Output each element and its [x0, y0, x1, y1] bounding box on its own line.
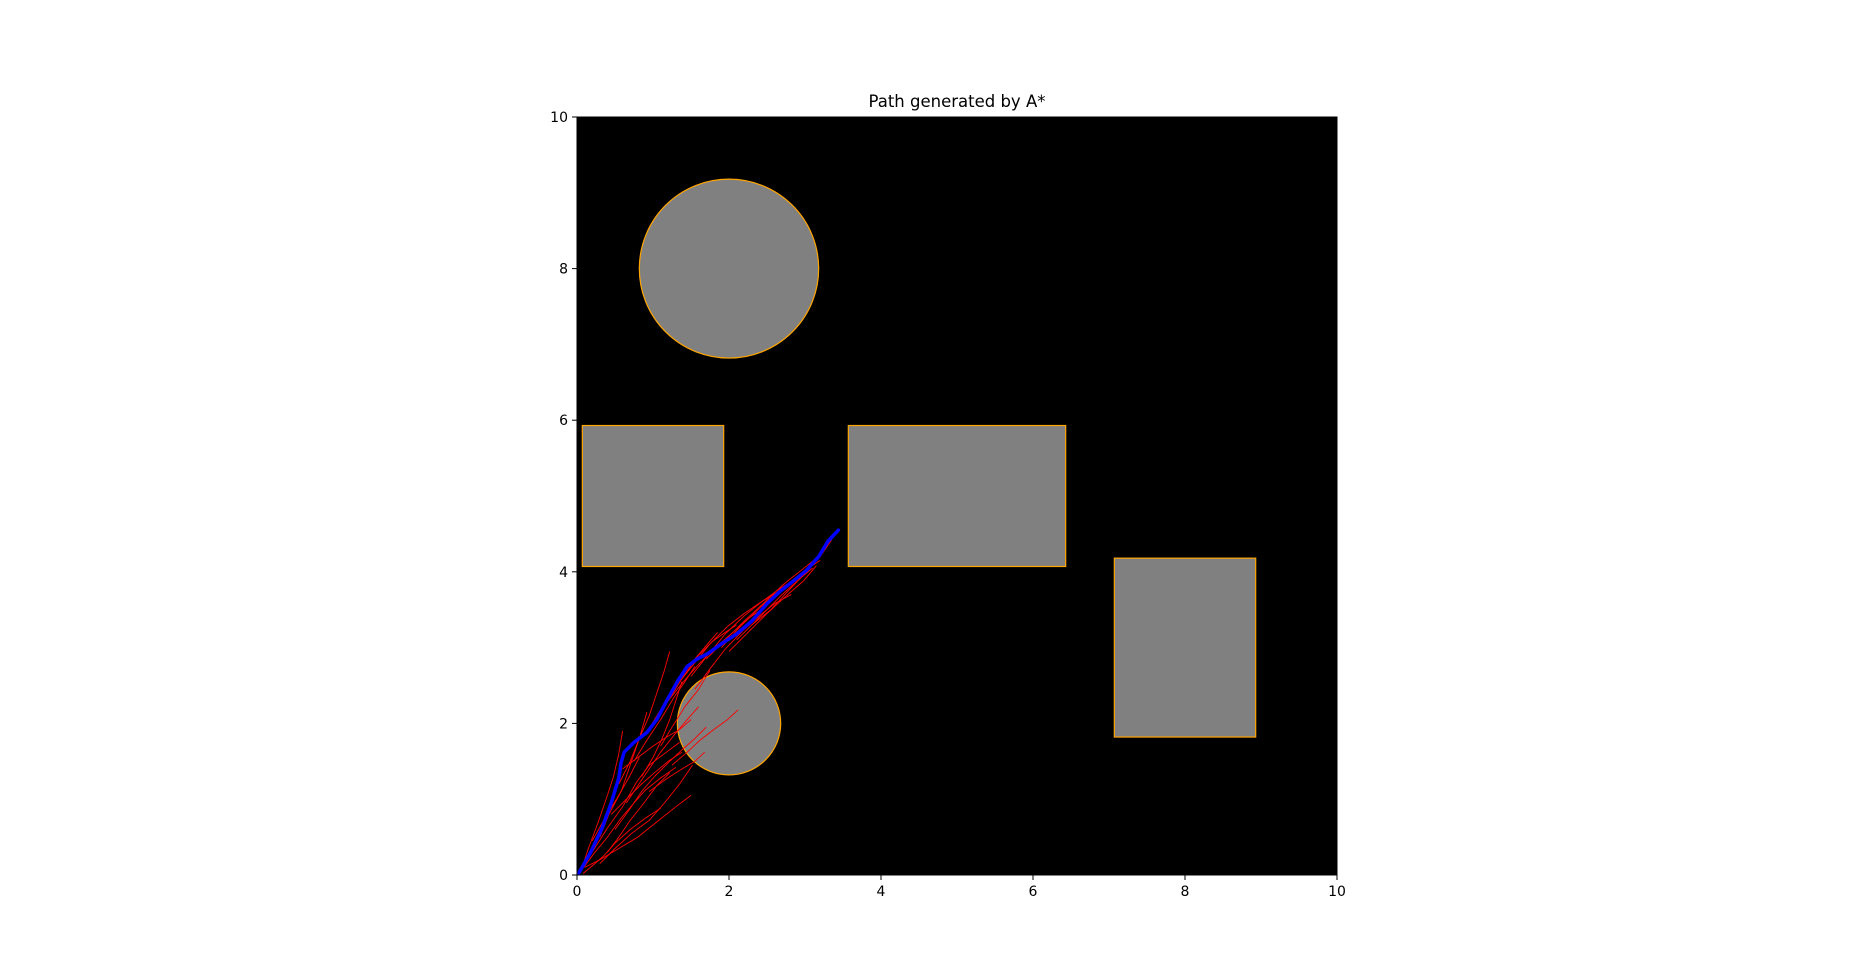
explored-branch-8	[633, 666, 696, 762]
plot-frame	[576, 116, 1338, 876]
obstacle-rect-2	[581, 424, 725, 568]
y-tick-label-3: 6	[559, 413, 568, 429]
plot-area	[576, 116, 1338, 876]
path-line	[576, 528, 841, 876]
explored-branch-20	[614, 726, 707, 830]
y-tick-label-5: 10	[550, 110, 568, 126]
explored-branch-19	[599, 764, 693, 864]
explored-branch-29	[591, 757, 640, 842]
explored-branch-24	[671, 709, 739, 766]
x-tick-label-5: 10	[1328, 884, 1346, 900]
obstacle-circle-1	[676, 671, 782, 776]
explored-branch-5	[610, 751, 683, 815]
x-tick-label-1: 2	[725, 884, 734, 900]
x-axis: 0 2 4 6 8 10	[573, 875, 1346, 900]
x-tick-label-4: 8	[1181, 884, 1190, 900]
explored-branch-22	[660, 670, 711, 747]
explored-branch-21	[641, 681, 683, 777]
y-tick-label-1: 2	[559, 716, 568, 732]
explored-branch-23	[648, 751, 706, 792]
explored-branch-18	[582, 807, 661, 874]
explored-branch-17	[751, 567, 813, 626]
y-axis: 0 2 4 6 8 10	[550, 110, 577, 884]
obstacles	[581, 178, 1257, 776]
explored-branch-6	[618, 651, 671, 785]
y-tick-label-0: 0	[559, 868, 568, 884]
obstacle-rect-4	[1113, 557, 1257, 738]
explored-branch-1	[580, 730, 624, 872]
explored-branch-3	[591, 742, 680, 853]
y-tick-label-4: 8	[559, 262, 568, 278]
explored-branch-25	[607, 772, 671, 853]
x-tick-label-2: 4	[877, 884, 886, 900]
explored-branch-28	[728, 565, 817, 652]
chart-title: Path generated by A*	[869, 92, 1046, 111]
x-tick-label-3: 6	[1029, 884, 1038, 900]
explored-branch-0	[580, 767, 677, 872]
x-tick-label-0: 0	[573, 884, 582, 900]
obstacle-circle-0	[638, 178, 820, 359]
obstacle-rect-3	[847, 424, 1067, 568]
path	[576, 528, 841, 876]
y-tick-label-2: 4	[559, 565, 568, 581]
explored-branch-26	[626, 706, 699, 804]
